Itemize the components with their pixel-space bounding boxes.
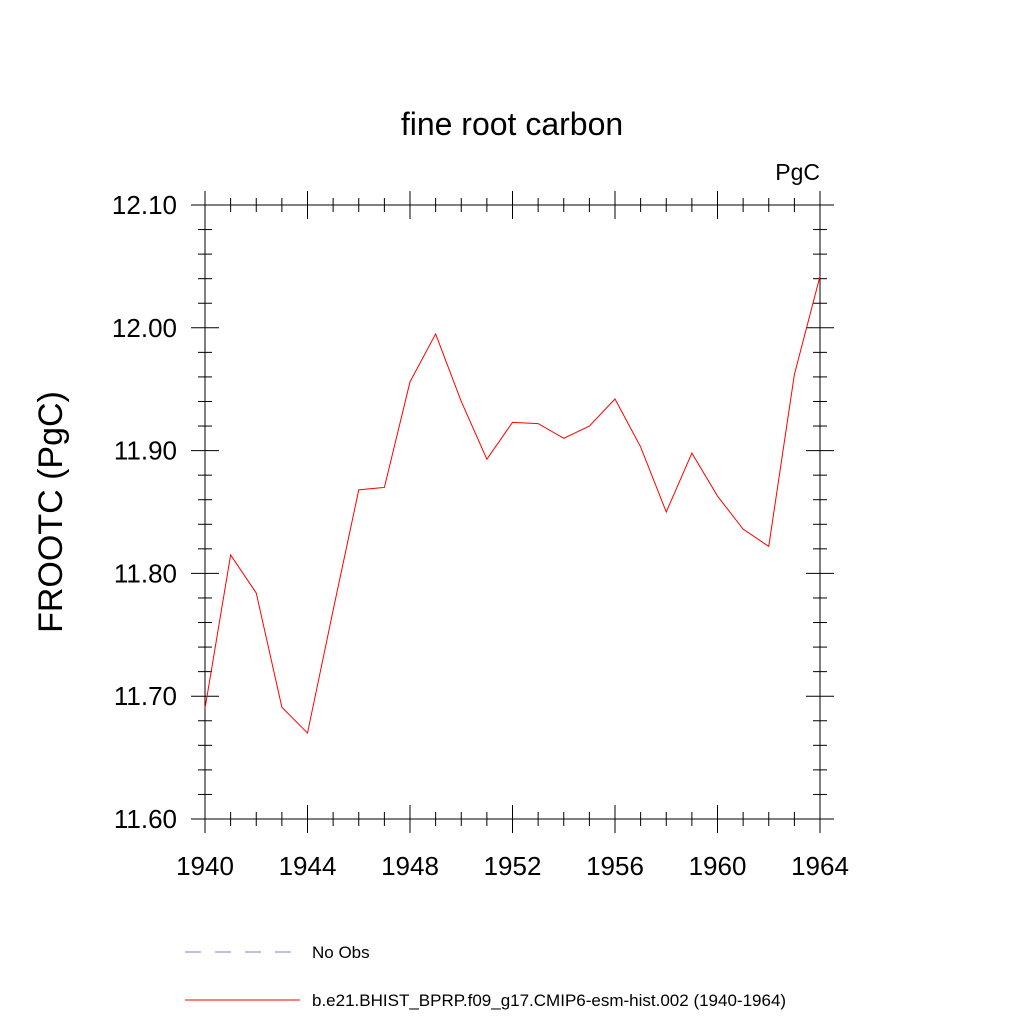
- series-line: [204, 276, 821, 735]
- legend-label: b.e21.BHIST_BPRP.f09_g17.CMIP6-esm-hist.…: [312, 991, 786, 1010]
- x-tick-label: 1944: [279, 851, 337, 881]
- x-tick-label: 1956: [586, 851, 644, 881]
- y-tick-label: 12.10: [112, 190, 177, 220]
- x-tick-label: 1940: [176, 851, 234, 881]
- x-tick-label: 1960: [689, 851, 747, 881]
- chart-title: fine root carbon: [401, 106, 623, 142]
- tick-labels: 1940 1944 1948 1952 1956 1960 1964 11.60 11.70 11…: [112, 190, 849, 881]
- legend: No Obs b.e21.BHIST_BPRP.f09_g17.CMIP6-esm…: [185, 943, 786, 1010]
- axis-ticks: [191, 191, 834, 833]
- x-tick-label: 1952: [484, 851, 542, 881]
- plot-frame: [204, 204, 821, 820]
- units-label: PgC: [775, 159, 820, 185]
- y-tick-label: 12.00: [112, 313, 177, 343]
- y-axis-label: FROOTC (PgC): [32, 391, 70, 633]
- y-tick-label: 11.90: [114, 436, 177, 466]
- legend-label: No Obs: [312, 943, 370, 962]
- x-tick-label: 1964: [791, 851, 849, 881]
- series-group: [204, 276, 821, 735]
- y-tick-label: 11.60: [114, 804, 177, 834]
- x-tick-label: 1948: [381, 851, 439, 881]
- y-tick-label: 11.70: [114, 681, 177, 711]
- y-tick-label: 11.80: [114, 558, 177, 588]
